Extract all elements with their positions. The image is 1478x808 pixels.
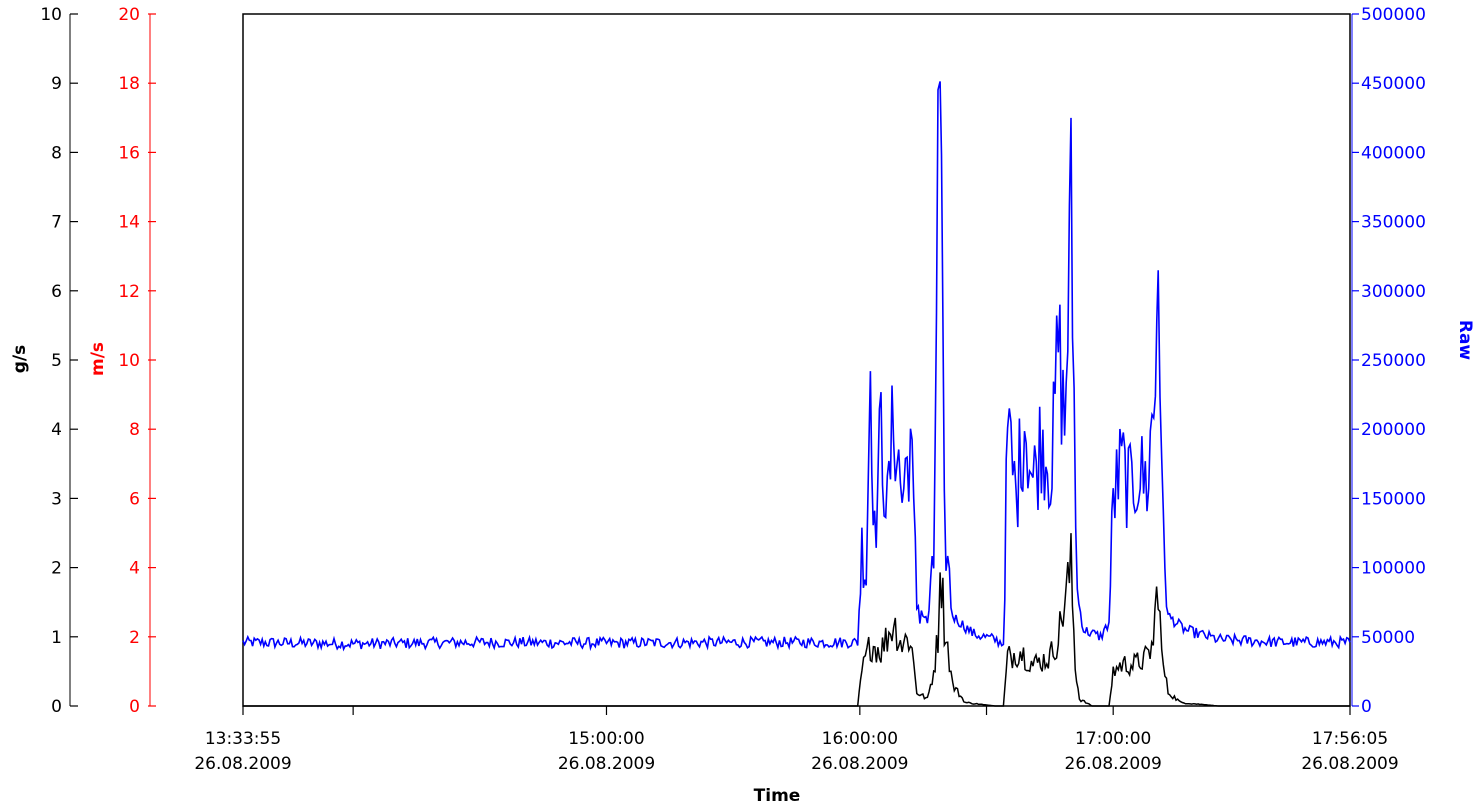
ms-axis-tick-label: 18 bbox=[118, 74, 140, 94]
raw-axis-tick-label: 450000 bbox=[1361, 74, 1426, 94]
raw-axis-tick-label: 500000 bbox=[1361, 5, 1426, 25]
series-raw-line bbox=[242, 81, 1351, 652]
ms-axis-title: m/s bbox=[88, 342, 108, 376]
raw-axis-title: Raw bbox=[1455, 320, 1475, 361]
x-tick-time-label: 15:00:00 bbox=[568, 729, 644, 749]
raw-axis: 0 50000 100000 150000 200000 250000 300000 3500… bbox=[1351, 5, 1426, 717]
ms-axis-tick-label: 10 bbox=[118, 351, 140, 371]
gs-axis-tick-label: 7 bbox=[51, 213, 62, 233]
ms-axis-tick-label: 14 bbox=[118, 213, 140, 233]
gs-axis-tick-label: 3 bbox=[51, 489, 62, 509]
gs-axis-title: g/s bbox=[10, 345, 30, 374]
x-axis: 13:33:55 26.08.2009 15:00:00 26.08.2009 16:0… bbox=[194, 706, 1399, 774]
raw-axis-tick-label: 50000 bbox=[1361, 628, 1415, 648]
ms-axis-tick-label: 0 bbox=[129, 697, 140, 717]
gs-axis: 0 1 2 3 4 5 6 7 8 9 10 bbox=[40, 5, 78, 717]
gs-axis-tick-label: 1 bbox=[51, 628, 62, 648]
gs-axis-tick-label: 2 bbox=[51, 559, 62, 579]
raw-axis-tick-label: 0 bbox=[1361, 697, 1372, 717]
x-tick-date-label: 26.08.2009 bbox=[558, 754, 655, 774]
x-tick-date-label: 26.08.2009 bbox=[1301, 754, 1398, 774]
ms-axis-tick-label: 16 bbox=[118, 143, 140, 163]
x-tick-time-label: 13:33:55 bbox=[205, 729, 281, 749]
x-tick-date-label: 26.08.2009 bbox=[194, 754, 291, 774]
ms-axis-tick-label: 20 bbox=[118, 5, 140, 25]
raw-axis-tick-label: 250000 bbox=[1361, 351, 1426, 371]
ms-axis-tick-label: 4 bbox=[129, 559, 140, 579]
plot-area bbox=[242, 13, 1351, 707]
gs-axis-tick-label: 10 bbox=[40, 5, 62, 25]
ms-axis-tick-label: 2 bbox=[129, 628, 140, 648]
x-tick-time-label: 16:00:00 bbox=[822, 729, 898, 749]
raw-axis-tick-label: 400000 bbox=[1361, 143, 1426, 163]
gs-axis-tick-label: 4 bbox=[51, 420, 62, 440]
series-layer bbox=[242, 81, 1351, 707]
gs-axis-tick-label: 0 bbox=[51, 697, 62, 717]
ms-axis: 0 2 4 6 8 10 12 14 16 18 20 bbox=[118, 5, 156, 717]
raw-axis-tick-label: 150000 bbox=[1361, 489, 1426, 509]
x-tick-date-label: 26.08.2009 bbox=[1065, 754, 1162, 774]
series-gs-line bbox=[243, 533, 1350, 707]
x-tick-time-label: 17:56:05 bbox=[1312, 729, 1388, 749]
raw-axis-tick-label: 200000 bbox=[1361, 420, 1426, 440]
gs-axis-tick-label: 5 bbox=[51, 351, 62, 371]
raw-axis-tick-label: 100000 bbox=[1361, 559, 1426, 579]
gs-axis-tick-label: 8 bbox=[51, 143, 62, 163]
ms-axis-tick-label: 12 bbox=[118, 282, 140, 302]
gs-axis-tick-label: 6 bbox=[51, 282, 62, 302]
ms-axis-tick-label: 6 bbox=[129, 489, 140, 509]
x-axis-title: Time bbox=[754, 786, 801, 806]
x-tick-time-label: 17:00:00 bbox=[1075, 729, 1151, 749]
gs-axis-tick-label: 9 bbox=[51, 74, 62, 94]
x-tick-date-label: 26.08.2009 bbox=[811, 754, 908, 774]
raw-axis-tick-label: 350000 bbox=[1361, 213, 1426, 233]
raw-axis-tick-label: 300000 bbox=[1361, 282, 1426, 302]
ms-axis-tick-label: 8 bbox=[129, 420, 140, 440]
